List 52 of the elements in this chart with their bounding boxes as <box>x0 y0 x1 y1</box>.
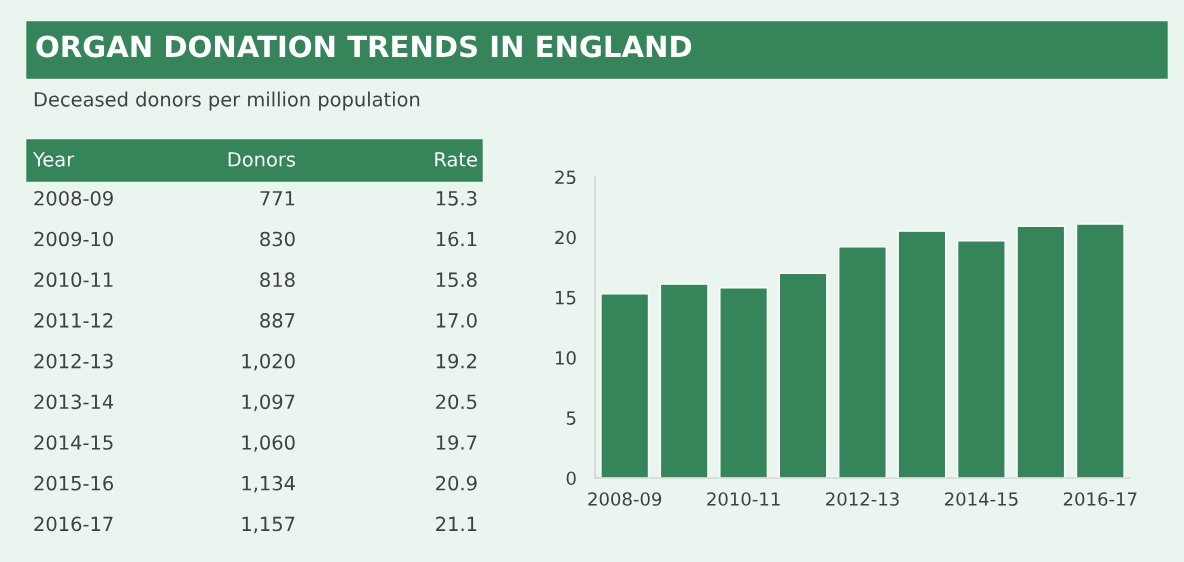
text: Deceased donors per million population <box>34 91 420 111</box>
y-tick-label: 10 <box>555 351 576 365</box>
y-tick-label: 25 <box>555 170 576 185</box>
data-label: 771 <box>260 191 295 206</box>
y-tick-label: 5 <box>566 411 576 425</box>
y-tick-label: 20 <box>555 230 576 245</box>
bar <box>838 246 887 478</box>
data-label: 15.8 <box>436 272 477 288</box>
data-label: 15.3 <box>436 190 477 206</box>
category-label: 2010-11 <box>34 272 113 288</box>
data-label: 20.5 <box>436 394 477 410</box>
category-label: 2011-12 <box>34 313 113 328</box>
category-label: 2009-10 <box>34 231 113 247</box>
category-label: 2016-17 <box>34 516 113 532</box>
category-label: 2014-15 <box>34 435 113 450</box>
x-tick-label: 2014-15 <box>944 492 1018 506</box>
category-label: 2013-14 <box>34 394 114 410</box>
data-label: 20.9 <box>436 475 477 491</box>
data-label: 887 <box>260 313 295 328</box>
x-tick-label: 2012-13 <box>826 492 899 506</box>
y-tick-label: 0 <box>566 471 576 486</box>
category-label: 2012-13 <box>34 353 113 369</box>
data-label: 830 <box>260 231 295 247</box>
bar <box>719 287 769 478</box>
bar <box>897 230 947 478</box>
text: Rate <box>435 152 477 167</box>
data-label: 21.1 <box>436 516 477 531</box>
data-label: 17.0 <box>436 313 477 328</box>
bar <box>956 240 1006 478</box>
x-tick-label: 2016-17 <box>1063 492 1137 506</box>
bar <box>778 272 828 478</box>
data-label: 1,134 <box>242 475 295 493</box>
data-label: 19.2 <box>436 353 477 369</box>
x-tick-label: 2008-09 <box>588 492 662 506</box>
text: Year <box>32 152 75 167</box>
data-label: 1,157 <box>242 516 295 534</box>
data-label: 818 <box>260 272 295 288</box>
data-label: 16.1 <box>436 231 477 247</box>
data-label: 1,060 <box>242 435 295 452</box>
text: ORGAN DONATION TRENDS IN ENGLAND <box>36 35 692 58</box>
bar <box>1075 223 1125 478</box>
data-label: 1,020 <box>242 353 295 371</box>
data-label: 1,097 <box>242 394 295 412</box>
bar <box>659 283 709 478</box>
y-tick-label: 15 <box>555 291 576 305</box>
x-tick-label: 2010-11 <box>707 492 780 506</box>
category-label: 2015-16 <box>34 475 114 491</box>
bar <box>600 293 650 478</box>
bar <box>1016 225 1066 478</box>
data-label: 19.7 <box>436 435 477 450</box>
category-label: 2008-09 <box>34 190 113 206</box>
text: Donors <box>228 152 296 167</box>
